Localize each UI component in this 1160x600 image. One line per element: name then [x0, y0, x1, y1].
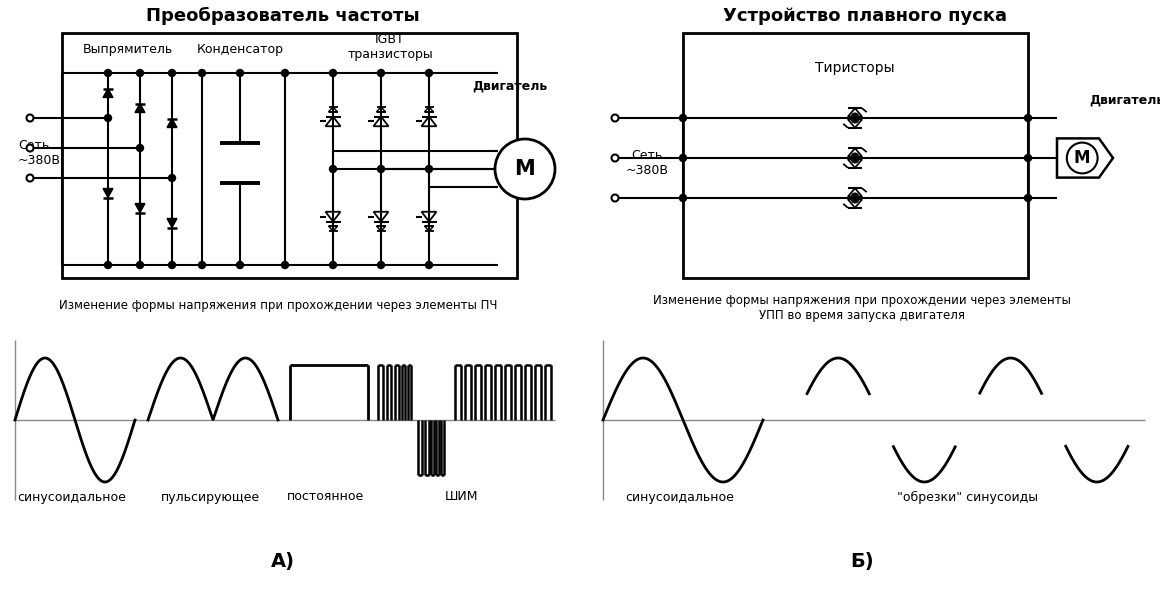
Polygon shape [135, 103, 145, 113]
Text: синусоидальное: синусоидальное [17, 491, 126, 503]
Circle shape [851, 153, 858, 160]
Text: Устройство плавного пуска: Устройство плавного пуска [723, 7, 1007, 25]
Circle shape [377, 166, 384, 173]
Circle shape [27, 145, 34, 151]
Text: Сеть
~380В: Сеть ~380В [19, 139, 61, 167]
Circle shape [851, 113, 858, 120]
Text: "обрезки" синусоиды: "обрезки" синусоиды [898, 490, 1038, 503]
Text: Изменение формы напряжения при прохождении через элементы
УПП во время запуска д: Изменение формы напряжения при прохожден… [653, 294, 1071, 322]
Circle shape [104, 70, 111, 76]
Circle shape [851, 193, 858, 200]
Circle shape [426, 70, 433, 76]
Text: Двигатель: Двигатель [1089, 94, 1160, 107]
Text: Тиристоры: Тиристоры [815, 61, 894, 75]
Polygon shape [103, 188, 113, 197]
Circle shape [851, 116, 858, 123]
Circle shape [168, 175, 175, 181]
Text: M: M [515, 159, 536, 179]
Text: Преобразователь частоты: Преобразователь частоты [146, 7, 420, 25]
Circle shape [680, 194, 687, 202]
Circle shape [680, 154, 687, 161]
Polygon shape [167, 218, 177, 227]
Circle shape [377, 262, 384, 269]
Text: постоянное: постоянное [288, 491, 364, 503]
Circle shape [27, 175, 34, 181]
Circle shape [426, 262, 433, 269]
Text: ШИМ: ШИМ [445, 491, 479, 503]
Circle shape [137, 70, 144, 76]
Polygon shape [1057, 139, 1112, 178]
Circle shape [1024, 154, 1031, 161]
Text: А): А) [271, 553, 295, 571]
Circle shape [426, 166, 433, 173]
Circle shape [104, 115, 111, 121]
Text: Б): Б) [850, 553, 873, 571]
Text: M: M [1074, 149, 1090, 167]
Circle shape [611, 115, 618, 121]
Circle shape [104, 262, 111, 269]
Circle shape [680, 115, 687, 121]
Circle shape [611, 154, 618, 161]
Circle shape [329, 262, 336, 269]
Circle shape [851, 196, 858, 203]
Circle shape [168, 70, 175, 76]
Circle shape [282, 262, 289, 269]
Circle shape [611, 194, 618, 202]
Polygon shape [135, 203, 145, 212]
Bar [683, 33, 1028, 278]
Circle shape [1024, 115, 1031, 121]
Text: синусоидальное: синусоидальное [625, 491, 734, 503]
Circle shape [137, 262, 144, 269]
Circle shape [168, 262, 175, 269]
Circle shape [237, 262, 244, 269]
Circle shape [1024, 194, 1031, 202]
Text: Изменение формы напряжения при прохождении через элементы ПЧ: Изменение формы напряжения при прохожден… [59, 298, 498, 311]
Circle shape [495, 139, 554, 199]
Text: Конденсатор: Конденсатор [196, 43, 283, 56]
Circle shape [137, 145, 144, 151]
Bar [61, 33, 517, 278]
Text: Выпрямитель: Выпрямитель [82, 43, 173, 56]
Circle shape [377, 70, 384, 76]
Text: Сеть
~380В: Сеть ~380В [625, 149, 668, 177]
Circle shape [851, 156, 858, 163]
Circle shape [198, 70, 205, 76]
Circle shape [282, 70, 289, 76]
Text: пульсирующее: пульсирующее [160, 491, 260, 503]
Text: Двигатель: Двигатель [472, 79, 548, 92]
Circle shape [1067, 143, 1097, 173]
Circle shape [329, 166, 336, 173]
Circle shape [198, 262, 205, 269]
Circle shape [237, 70, 244, 76]
Circle shape [27, 115, 34, 121]
Polygon shape [103, 88, 113, 97]
Text: IGBT
транзисторы: IGBT транзисторы [347, 33, 433, 61]
Circle shape [329, 70, 336, 76]
Polygon shape [167, 118, 177, 127]
